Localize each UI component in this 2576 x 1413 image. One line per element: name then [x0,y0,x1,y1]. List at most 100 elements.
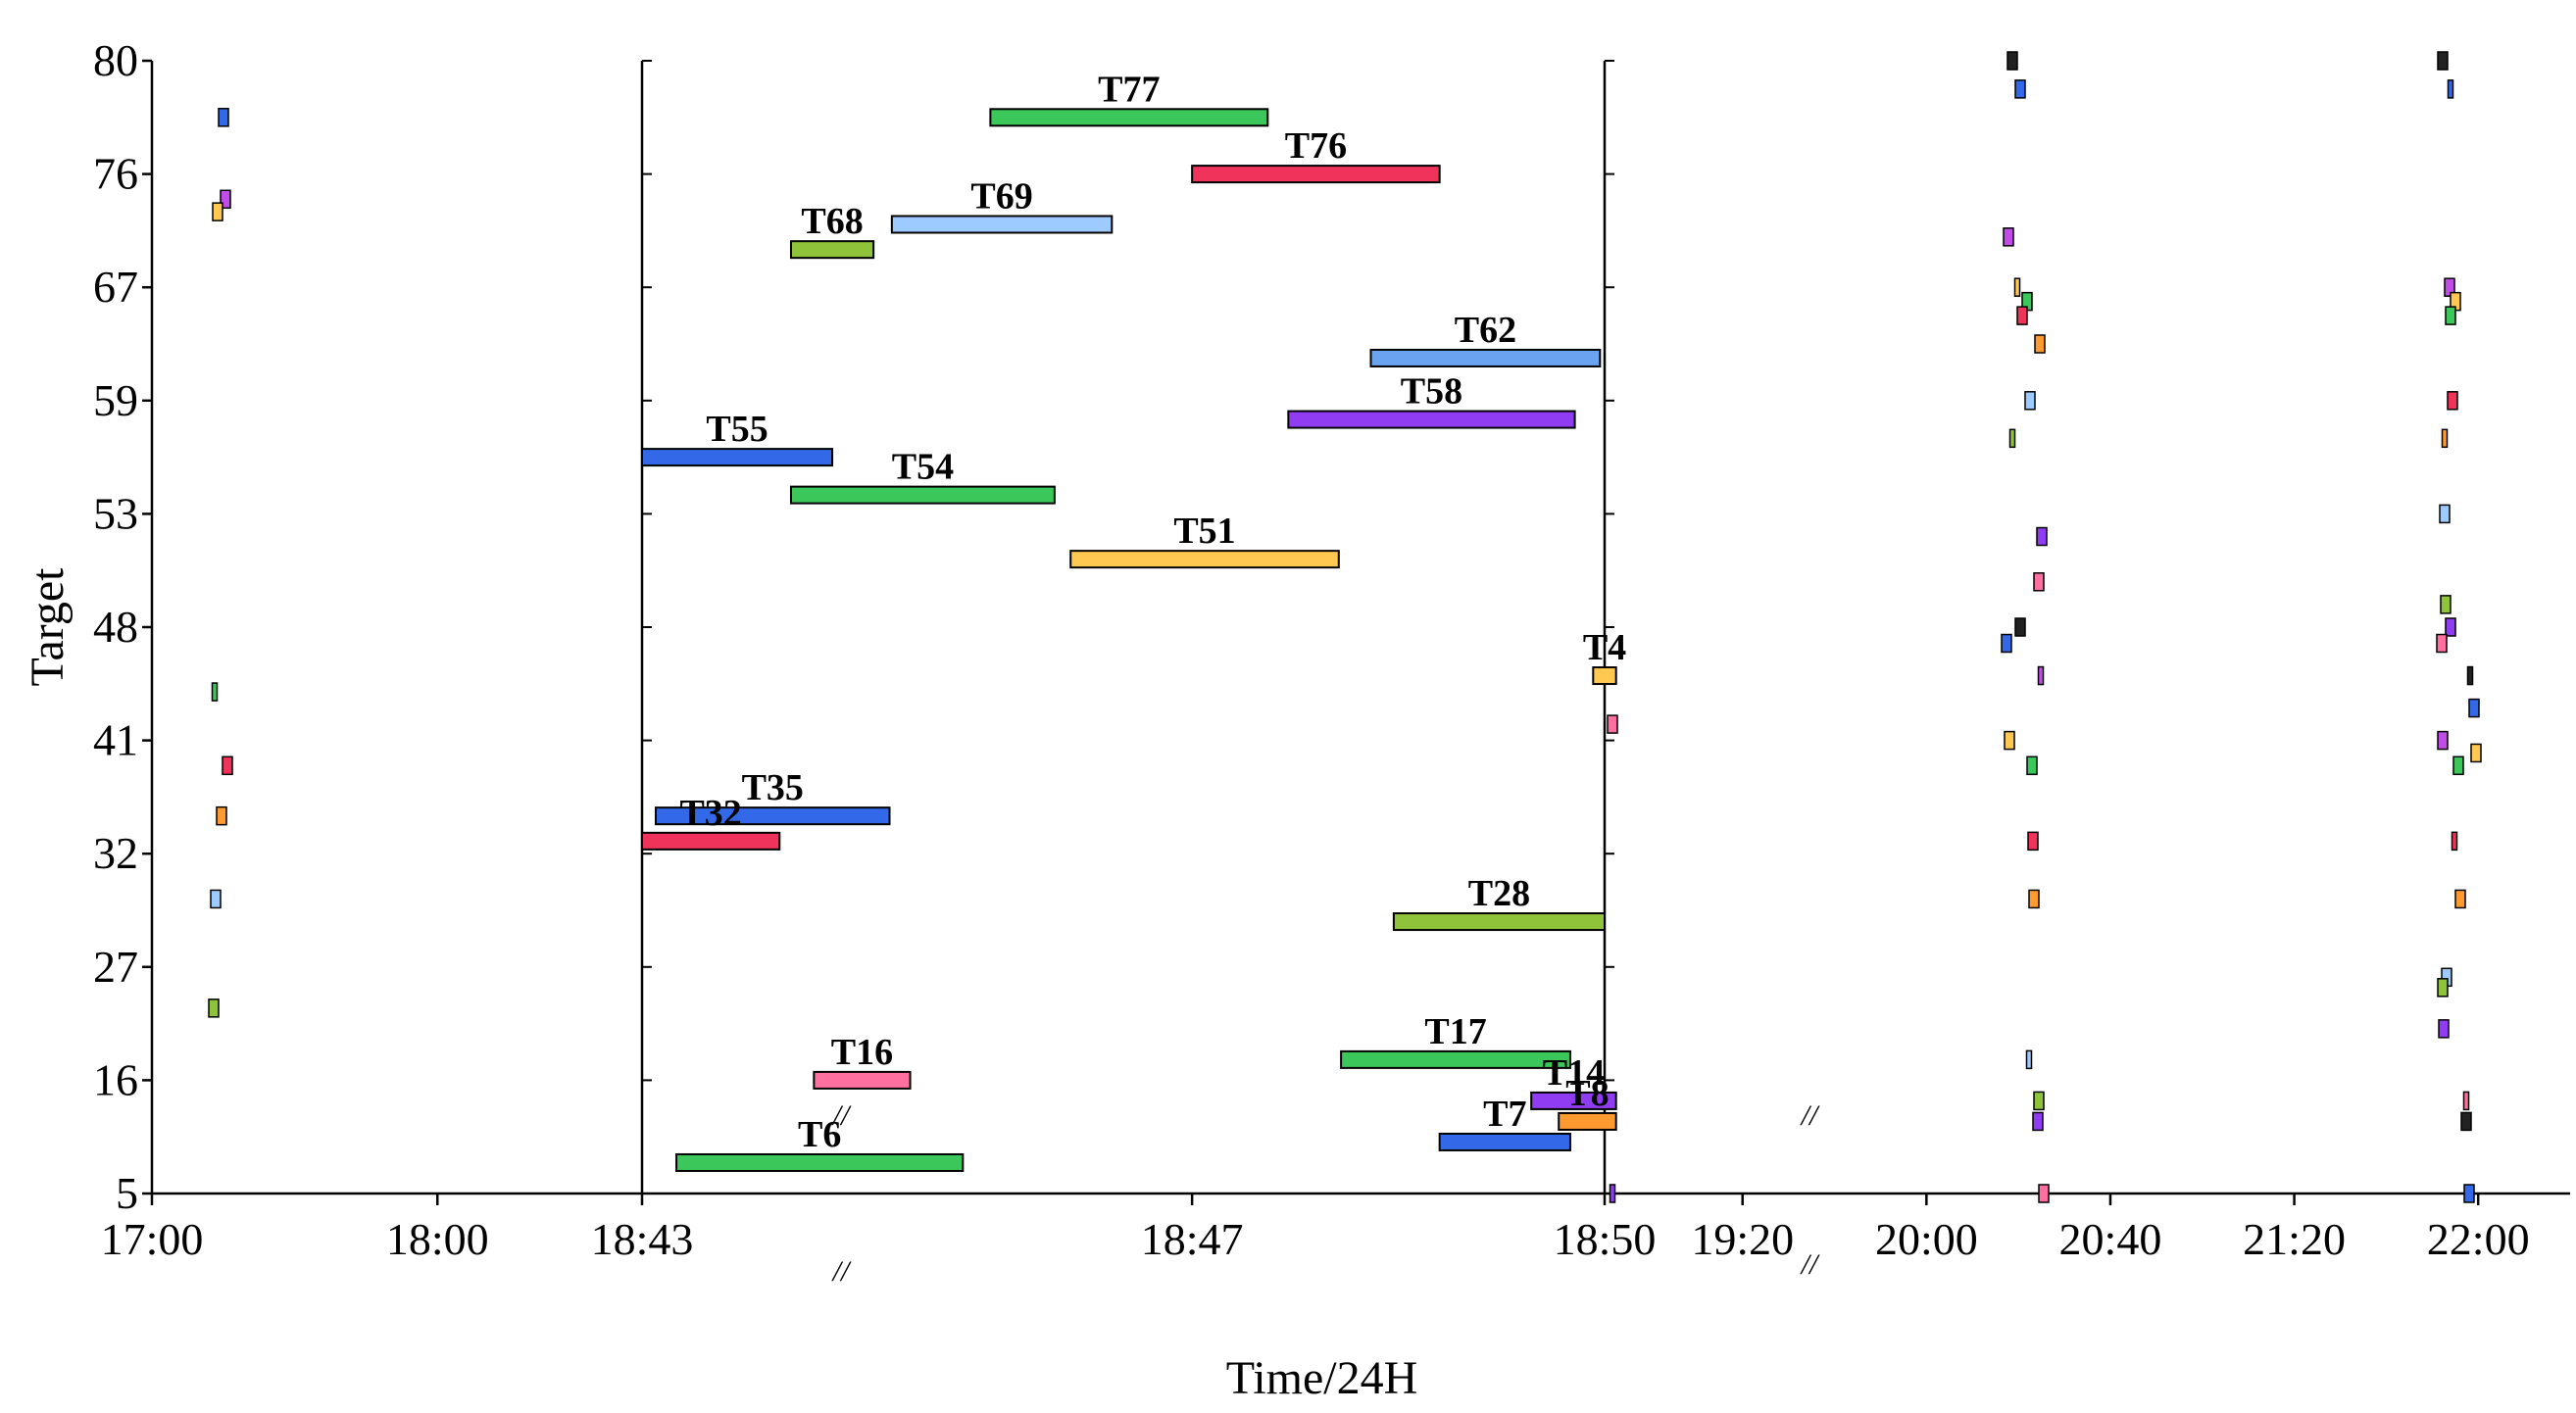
task-bar[interactable] [1530,1091,1617,1110]
event-marker [2001,633,2012,654]
event-marker [2013,277,2021,297]
y-tick-label: 80 [93,35,138,85]
axis-break-mark: // [831,1099,852,1132]
task-bar-label: T58 [1401,371,1462,413]
x-tick-label: 22:00 [2427,1214,2530,1264]
event-marker [218,108,229,127]
task-bar[interactable] [1392,912,1607,932]
event-marker [2008,428,2016,449]
task-bar-label: T7 [1483,1094,1526,1135]
event-marker [2038,1184,2050,1203]
event-marker [2033,572,2045,592]
y-tick-label: 53 [93,488,138,538]
event-marker [2032,1111,2044,1132]
event-marker [2036,526,2048,547]
event-marker [2447,391,2458,411]
task-bar[interactable] [1069,550,1340,569]
event-marker [2003,227,2014,247]
event-marker [211,682,219,702]
event-marker [2462,1091,2470,1111]
event-marker [1607,714,1618,734]
event-marker [2033,1091,2045,1111]
task-bar-label: T28 [1468,873,1530,914]
task-bar[interactable] [789,485,1056,505]
event-marker [2027,831,2039,852]
task-bar[interactable] [1592,666,1617,686]
task-bar[interactable] [675,1152,965,1172]
x-tick-label: 18:50 [1554,1214,1657,1264]
task-bar[interactable] [890,215,1114,234]
event-marker [2437,51,2449,71]
task-bar[interactable] [813,1070,912,1090]
task-bar-label: T17 [1424,1011,1486,1052]
task-bar-label: T55 [706,409,768,450]
y-tick-label: 5 [116,1168,138,1218]
event-marker [2452,755,2464,776]
axis-break-mark: // [831,1255,852,1288]
task-bar-label: T62 [1455,310,1516,351]
event-marker [220,189,231,210]
x-tick-label: 20:00 [1875,1214,1978,1264]
x-axis-title: Time/24H [1226,1352,1418,1404]
event-marker [2439,504,2451,524]
task-bar-label: T69 [970,175,1032,217]
event-marker [2437,730,2449,751]
event-marker [2034,334,2046,354]
event-marker [2444,277,2455,297]
event-marker [2441,428,2449,449]
task-bar[interactable] [989,108,1269,127]
y-tick-label: 32 [93,828,138,878]
task-bar[interactable] [1558,1111,1617,1131]
task-bar[interactable] [641,448,834,467]
event-marker [222,755,233,776]
axis-break-mark: // [1800,1248,1820,1281]
task-bar[interactable] [1438,1132,1571,1151]
event-marker [2451,831,2458,852]
event-marker [210,889,222,909]
event-marker [2006,51,2018,71]
event-marker [2454,889,2466,909]
task-bar[interactable] [641,831,781,851]
event-marker [2024,391,2036,411]
task-bar-label: T16 [831,1032,893,1073]
event-marker [2445,617,2456,637]
event-marker [2016,306,2028,325]
task-bar-label: T35 [742,767,804,808]
x-tick-label: 20:40 [2059,1214,2162,1264]
x-tick-label: 19:20 [1691,1214,1794,1264]
task-bar[interactable] [1340,1049,1571,1069]
event-marker [2004,730,2015,751]
event-marker [1609,1184,1616,1203]
event-marker [2470,743,2482,763]
event-marker [2440,595,2452,614]
event-marker [2466,665,2474,686]
event-marker [2026,755,2038,776]
y-tick-label: 27 [93,942,138,992]
event-marker [2028,889,2040,909]
task-bar-label: T51 [1173,511,1235,552]
event-marker [208,999,220,1018]
task-bar-label: T6 [798,1114,841,1155]
event-marker [2468,698,2480,718]
task-bar[interactable] [789,240,875,260]
y-tick-label: 67 [93,262,138,312]
event-marker [2025,1049,2033,1070]
event-marker [2447,79,2454,99]
x-tick-label: 18:47 [1141,1214,1244,1264]
task-bar[interactable] [1287,410,1576,429]
task-bar-label: T76 [1285,125,1347,167]
y-tick-label: 16 [93,1054,138,1104]
y-tick-label: 41 [93,715,138,765]
x-tick-label: 18:00 [386,1214,489,1264]
y-tick-label: 48 [93,602,138,652]
task-bar[interactable] [1369,348,1602,367]
axis-break-mark: // [1800,1099,1820,1132]
y-tick-label: 59 [93,375,138,425]
task-bar[interactable] [655,806,891,826]
event-marker [2463,1184,2475,1203]
y-axis-title: Target [22,567,74,687]
task-bar[interactable] [1191,165,1441,184]
event-marker [2014,79,2026,99]
task-bar-label: T14 [1543,1052,1605,1094]
